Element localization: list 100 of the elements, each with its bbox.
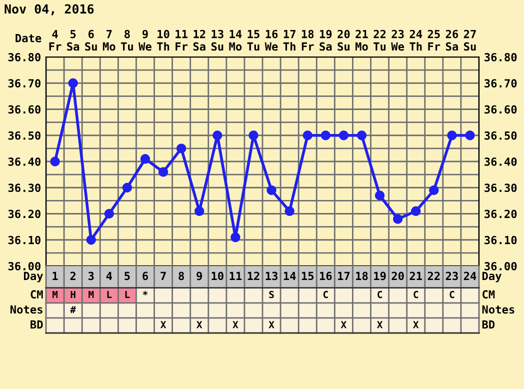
text: S (269, 290, 274, 298)
x-tick-label: 4 Fr (49, 30, 62, 51)
x-tick-label: 6 Su (85, 30, 97, 51)
y-tick-label: 36.20 (8, 210, 40, 218)
x-tick-label: 24 Th (410, 30, 422, 51)
point (212, 130, 222, 140)
text: X (160, 321, 166, 328)
x-tick-label: 5 Sa (67, 30, 80, 51)
x-tick-label: 1 (52, 272, 58, 280)
x-tick-label: 9 We (138, 30, 152, 51)
point (447, 130, 457, 140)
y-tick-label: 36.40 (8, 157, 40, 166)
x-tick-label: 19 (374, 272, 386, 280)
y2-tick-label: 36.80 (484, 52, 517, 62)
text: X (413, 321, 419, 328)
x-tick-label: 5 (124, 272, 130, 280)
point (104, 208, 114, 219)
x-tick-label: 13 Su (211, 30, 224, 51)
x-tick-label: 14 (284, 272, 296, 280)
y-tick-label: 36.80 (8, 52, 40, 62)
y-tick-label: CM (30, 290, 43, 299)
point (68, 78, 78, 88)
point (465, 130, 475, 140)
x-tick-label: 22 (428, 272, 440, 280)
x-tick-label: 24 (464, 272, 476, 280)
text: H (70, 290, 76, 298)
point (140, 154, 150, 164)
x-tick-label: 17 (338, 272, 350, 280)
text: C (378, 290, 382, 298)
text: M (52, 290, 58, 298)
x-tick-label: 8 (178, 272, 184, 280)
x-tick-label: 14 Mo (229, 30, 242, 51)
point (356, 130, 367, 140)
point (194, 206, 204, 216)
x-tick-label: 17 Th (283, 30, 296, 51)
x-tick-label: 21 (410, 272, 422, 280)
x-tick-label: 20 Su (338, 30, 350, 51)
point (122, 182, 132, 192)
y2-tick-label: CM (482, 290, 495, 299)
y2-tick-label: 36.30 (484, 184, 517, 192)
y2-tick-label: 36.70 (484, 79, 517, 88)
point (320, 130, 331, 140)
y2-tick-label: 36.20 (484, 210, 517, 218)
x-tick-label: 27 Su (464, 30, 476, 51)
text: M (88, 290, 94, 298)
x-tick-label: 23 We (391, 30, 404, 51)
x-tick-label: 11 Fr (176, 30, 188, 51)
text: Day (482, 272, 502, 282)
text: L (125, 290, 130, 298)
point (50, 156, 60, 166)
x-tick-label: 18 (356, 272, 368, 280)
y-tick-label: 36.30 (8, 184, 40, 192)
text: C (450, 290, 454, 298)
text: L (107, 290, 112, 298)
x-tick-label: 25 Fr (428, 30, 440, 51)
y2-tick-label: 36.00 (484, 262, 517, 270)
y-tick-label: 36.60 (8, 105, 40, 114)
y2-tick-label: Notes (482, 305, 514, 314)
y2-tick-label: 36.50 (484, 131, 517, 140)
x-tick-label: 4 (106, 272, 112, 280)
point (429, 185, 439, 196)
x-tick-label: 19 Sa (320, 30, 332, 51)
x-tick-label: 16 (320, 272, 332, 280)
text: C (323, 290, 328, 298)
text: X (268, 321, 274, 328)
x-tick-label: 15 (302, 272, 314, 280)
x-tick-label: 21 Mo (356, 30, 368, 51)
x-tick-label: 10 Th (157, 30, 170, 51)
x-tick-label: 20 (392, 272, 404, 280)
point (284, 206, 294, 216)
y-tick-label: Notes (10, 305, 42, 314)
x-tick-label: 23 (446, 272, 458, 280)
x-tick-label: 12 (248, 272, 260, 280)
y-tick-label: BD (30, 320, 43, 329)
y-tick-label: 36.50 (8, 131, 40, 140)
x-tick-label: 6 (142, 272, 148, 280)
y-tick-label: 36.10 (8, 236, 40, 244)
y2-tick-label: 36.60 (484, 105, 517, 114)
x-tick-label: 13 (266, 272, 278, 280)
x-tick-label: 3 (88, 272, 94, 280)
x-axis-title: Date (16, 34, 42, 42)
text: X (232, 321, 238, 328)
text: * (142, 290, 148, 296)
x-tick-label: 22 Tu (374, 30, 386, 51)
point (302, 130, 312, 140)
x-tick-label: 9 (196, 272, 202, 280)
point (410, 206, 421, 216)
point (158, 167, 168, 177)
y2-tick-label: BD (482, 320, 495, 329)
y-tick-label: 36.70 (8, 79, 40, 88)
x-tick-label: 16 We (264, 30, 278, 51)
x-tick-label: 8 Tu (120, 30, 133, 51)
point (338, 130, 349, 140)
text: X (340, 321, 346, 328)
text: X (376, 321, 383, 328)
x-tick-label: 11 (230, 272, 242, 280)
x-tick-label: 2 (70, 272, 76, 280)
point (392, 214, 403, 224)
x-axis-title: Day (24, 272, 43, 282)
y-tick-label: 36.00 (8, 262, 40, 270)
